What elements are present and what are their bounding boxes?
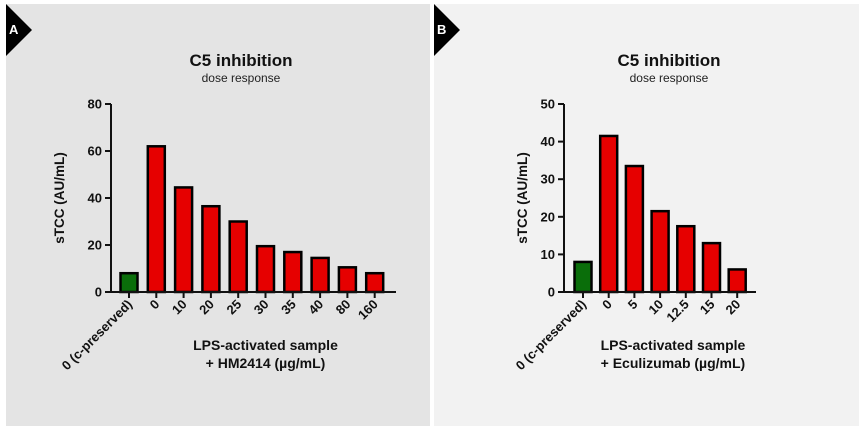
y-tick-label: 10 <box>541 247 555 262</box>
chart-title: C5 inhibition <box>190 51 293 70</box>
panel-badge-a <box>6 4 32 56</box>
bar <box>364 271 385 294</box>
y-axis-title: sTCC (AU/mL) <box>52 152 67 244</box>
x-axis-title: LPS-activated sample <box>193 337 338 353</box>
x-axis-title: LPS-activated sample <box>601 337 746 353</box>
bar <box>573 260 593 294</box>
x-tick-label: 25 <box>223 297 244 318</box>
y-tick-label: 30 <box>541 172 555 187</box>
panel-badge-b <box>434 4 460 56</box>
bar <box>201 204 221 294</box>
x-tick-label: 0 <box>599 297 615 313</box>
y-tick-label: 50 <box>541 97 555 112</box>
y-axis-title: sTCC (AU/mL) <box>515 152 530 244</box>
chart-subtitle: dose response <box>630 71 709 85</box>
y-tick-label: 0 <box>548 285 555 300</box>
bar <box>337 266 358 294</box>
bar <box>173 186 194 294</box>
x-tick-label: 0 (c-preserved) <box>513 297 590 374</box>
x-tick-label: 15 <box>697 297 718 318</box>
x-tick-label: 35 <box>278 297 299 318</box>
y-tick-label: 0 <box>95 285 102 300</box>
panel-badge-label-a: A <box>9 22 19 37</box>
x-tick-label: 0 <box>147 297 163 313</box>
x-tick-label: 40 <box>305 297 326 318</box>
bar <box>310 256 330 294</box>
chart-subtitle: dose response <box>202 71 281 85</box>
y-tick-label: 40 <box>88 191 102 206</box>
y-tick-label: 80 <box>88 97 102 112</box>
bar <box>701 241 722 294</box>
bar <box>624 164 645 294</box>
x-tick-label: 80 <box>333 297 354 318</box>
bar <box>727 268 747 294</box>
y-tick-label: 20 <box>88 238 102 253</box>
panel-a: A C5 inhibition dose response 0 20 40 60 80 sTC… <box>6 4 430 426</box>
bar <box>598 134 619 294</box>
x-tick-label: 5 <box>625 297 641 313</box>
x-tick-label: 160 <box>355 297 381 323</box>
bar <box>146 145 167 294</box>
bar <box>650 209 670 294</box>
x-tick-label: 0 (c-preserved) <box>59 297 136 374</box>
x-tick-label: 30 <box>251 297 272 318</box>
x-tick-label: 20 <box>196 297 217 318</box>
panel-badge-label-b: B <box>437 22 447 37</box>
panel-b: B C5 inhibition dose response 0 10 20 30 40 50 s… <box>434 4 859 426</box>
bar <box>283 250 303 294</box>
y-tick-label: 20 <box>541 209 555 224</box>
x-tick-label: 10 <box>169 297 190 318</box>
x-tick-label: 12.5 <box>663 297 692 326</box>
bar <box>255 244 276 294</box>
y-tick-label: 40 <box>541 134 555 149</box>
y-tick-label: 60 <box>88 144 102 159</box>
x-axis-title: + Eculizumab (µg/mL) <box>601 355 746 371</box>
bar <box>228 220 248 294</box>
bar <box>119 271 139 294</box>
x-axis-title: + HM2414 (µg/mL) <box>206 355 326 371</box>
chart-title: C5 inhibition <box>618 51 721 70</box>
bar <box>676 224 696 294</box>
x-tick-label: 20 <box>722 297 743 318</box>
